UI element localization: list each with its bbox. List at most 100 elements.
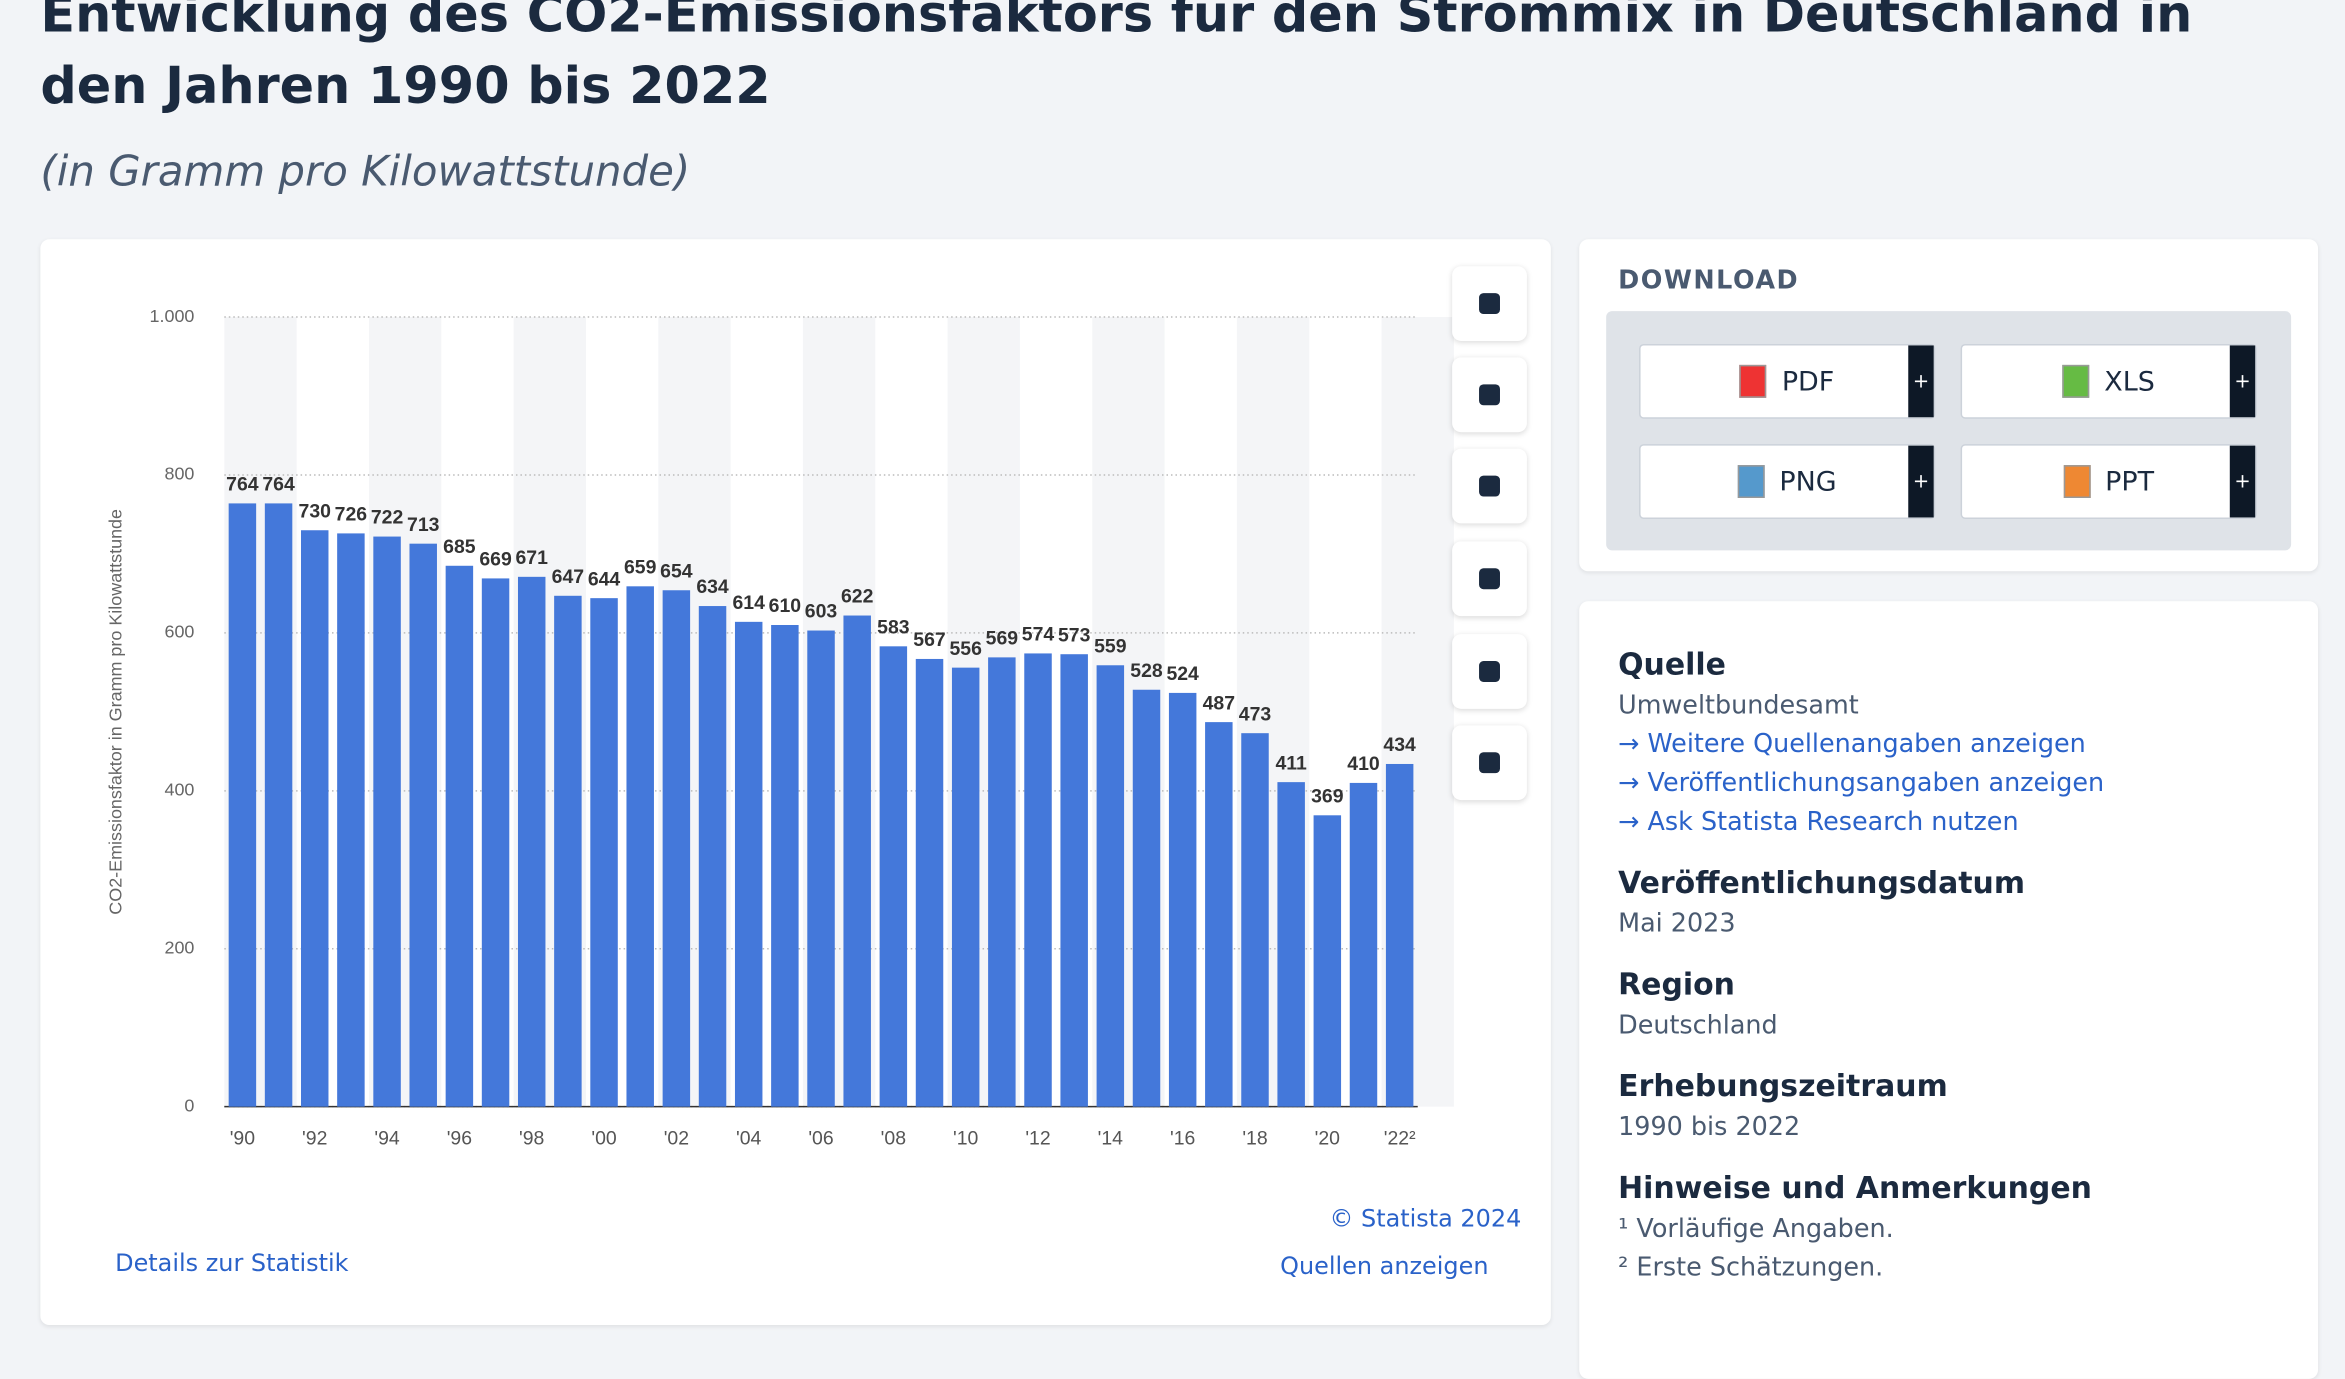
- plus: +: [1908, 345, 1934, 418]
- print-button[interactable]: [1452, 725, 1527, 801]
- png-button[interactable]: PNG +: [1639, 444, 1936, 519]
- xls-button[interactable]: XLS +: [1960, 343, 2257, 419]
- x-tick-label: '06: [808, 1128, 833, 1150]
- value-label: 654: [660, 560, 693, 582]
- bar: [626, 586, 654, 1107]
- link[interactable]: → Veröffentlichungsangaben anzeigen: [1618, 768, 2105, 799]
- copyright[interactable]: © Statista 2024: [1329, 1203, 1522, 1233]
- bar: [698, 606, 727, 1107]
- bar: [481, 578, 510, 1107]
- value-label: 722: [371, 507, 404, 529]
- download-card: DOWNLOAD PDF + XLS + PNG + PPT +: [1579, 239, 2319, 572]
- value-label: 434: [1383, 734, 1416, 756]
- value-label: 567: [913, 629, 945, 651]
- bar: [1313, 815, 1342, 1107]
- x-tick-label: '10: [953, 1128, 979, 1150]
- x-tick-label: '96: [447, 1128, 472, 1150]
- bar: [1349, 782, 1378, 1107]
- x-tick-label: '94: [374, 1128, 400, 1150]
- link-text[interactable]: Veröffentlichungsangaben anzeigen: [1647, 768, 2105, 799]
- wrap: Entwicklung des CO2-Emissionsfaktors für…: [40, 0, 2319, 1379]
- value-label: 659: [624, 557, 657, 579]
- heading: Region: [1618, 966, 1735, 1002]
- value-label: 634: [696, 576, 729, 598]
- heading: Veröffentlichungsdatum: [1618, 864, 2026, 901]
- value-label: 726: [335, 504, 368, 526]
- bar: [445, 565, 474, 1107]
- value-label: 622: [841, 586, 874, 608]
- heading: Quelle: [1618, 646, 1726, 682]
- bar: [1241, 733, 1269, 1107]
- value-label: 473: [1239, 703, 1272, 725]
- bar: [988, 657, 1016, 1107]
- bar: [1132, 689, 1161, 1107]
- text: 1990 bis 2022: [1618, 1112, 1801, 1143]
- bar: [1096, 665, 1125, 1107]
- value-label: 524: [1166, 663, 1199, 685]
- bar: [771, 624, 799, 1107]
- value-label: 411: [1275, 752, 1307, 774]
- value-label: 487: [1203, 692, 1235, 714]
- text: ² Erste Schätzungen.: [1618, 1253, 1884, 1284]
- x-tick-label: '90: [230, 1128, 256, 1150]
- bar: [517, 576, 546, 1107]
- label: PDF: [1781, 365, 1835, 398]
- chart-card: 0 200 400 600 800 1.000 CO2-Emissionsfaktor in…: [40, 239, 1551, 1326]
- bar: [590, 598, 618, 1107]
- ppt-button[interactable]: PPT +: [1960, 444, 2257, 519]
- bar: [1024, 653, 1052, 1107]
- y-tick-label: 800: [164, 464, 194, 484]
- link[interactable]: → Ask Statista Research nutzen: [1618, 807, 2019, 838]
- text: Umweltbundesamt: [1618, 690, 1859, 721]
- value-label: 583: [877, 617, 910, 639]
- label: XLS: [2104, 365, 2155, 398]
- download-panel: PDF + XLS + PNG + PPT +: [1606, 311, 2292, 551]
- bar: [264, 503, 293, 1107]
- chart: 0 200 400 600 800 1.000 CO2-Emissionsfaktor in…: [105, 306, 1454, 1150]
- x-tick-label: '02: [664, 1128, 689, 1150]
- bar: [337, 533, 365, 1107]
- bar: [1277, 782, 1305, 1107]
- value-label: 644: [588, 568, 621, 590]
- subtitle: (in Gramm pro Kilowattstunde): [40, 146, 691, 196]
- value-label: 764: [262, 474, 295, 496]
- x-tick-label: '14: [1098, 1128, 1124, 1150]
- heading: Erhebungszeitraum: [1618, 1067, 1948, 1104]
- heading: Hinweise und Anmerkungen: [1618, 1169, 2092, 1206]
- value-label: 713: [407, 514, 440, 536]
- y-tick-label: 400: [164, 780, 194, 800]
- bar: [1168, 692, 1197, 1107]
- alert-button[interactable]: [1452, 357, 1527, 433]
- x-tick-label: '00: [591, 1128, 617, 1150]
- link[interactable]: → Weitere Quellenangaben anzeigen: [1618, 729, 2086, 760]
- bar: [1060, 654, 1088, 1107]
- x-tick-label: '04: [736, 1128, 762, 1150]
- pdf-button[interactable]: PDF +: [1639, 343, 1936, 419]
- link-text[interactable]: Ask Statista Research nutzen: [1647, 807, 2019, 838]
- x-tick-label: '98: [519, 1128, 544, 1150]
- value-label: 574: [1022, 624, 1055, 646]
- cite-button[interactable]: [1452, 634, 1527, 709]
- y-axis-label: CO2-Emissionsfaktor in Gramm pro Kilowat…: [105, 509, 125, 915]
- link-text[interactable]: Weitere Quellenangaben anzeigen: [1647, 729, 2086, 760]
- plus: +: [2229, 445, 2256, 518]
- label: PNG: [1779, 465, 1837, 498]
- value-label: 647: [552, 566, 584, 588]
- bar: [843, 615, 871, 1107]
- bar: [300, 530, 329, 1107]
- sources-link[interactable]: Quellen anzeigen: [1280, 1251, 1489, 1281]
- settings-button[interactable]: [1452, 448, 1527, 524]
- share-button[interactable]: [1452, 541, 1527, 617]
- plus: +: [1908, 445, 1934, 518]
- value-label: 669: [479, 549, 512, 571]
- bar: [807, 630, 835, 1107]
- favorite-button[interactable]: [1452, 266, 1527, 341]
- value-label: 730: [299, 500, 332, 522]
- x-tick-label: '18: [1242, 1128, 1267, 1150]
- details-link[interactable]: Details zur Statistik: [115, 1248, 349, 1278]
- bar: [1205, 722, 1233, 1107]
- text: Deutschland: [1618, 1010, 1778, 1041]
- value-label: 614: [732, 592, 765, 614]
- value-label: 556: [949, 638, 982, 660]
- bar: [951, 667, 980, 1107]
